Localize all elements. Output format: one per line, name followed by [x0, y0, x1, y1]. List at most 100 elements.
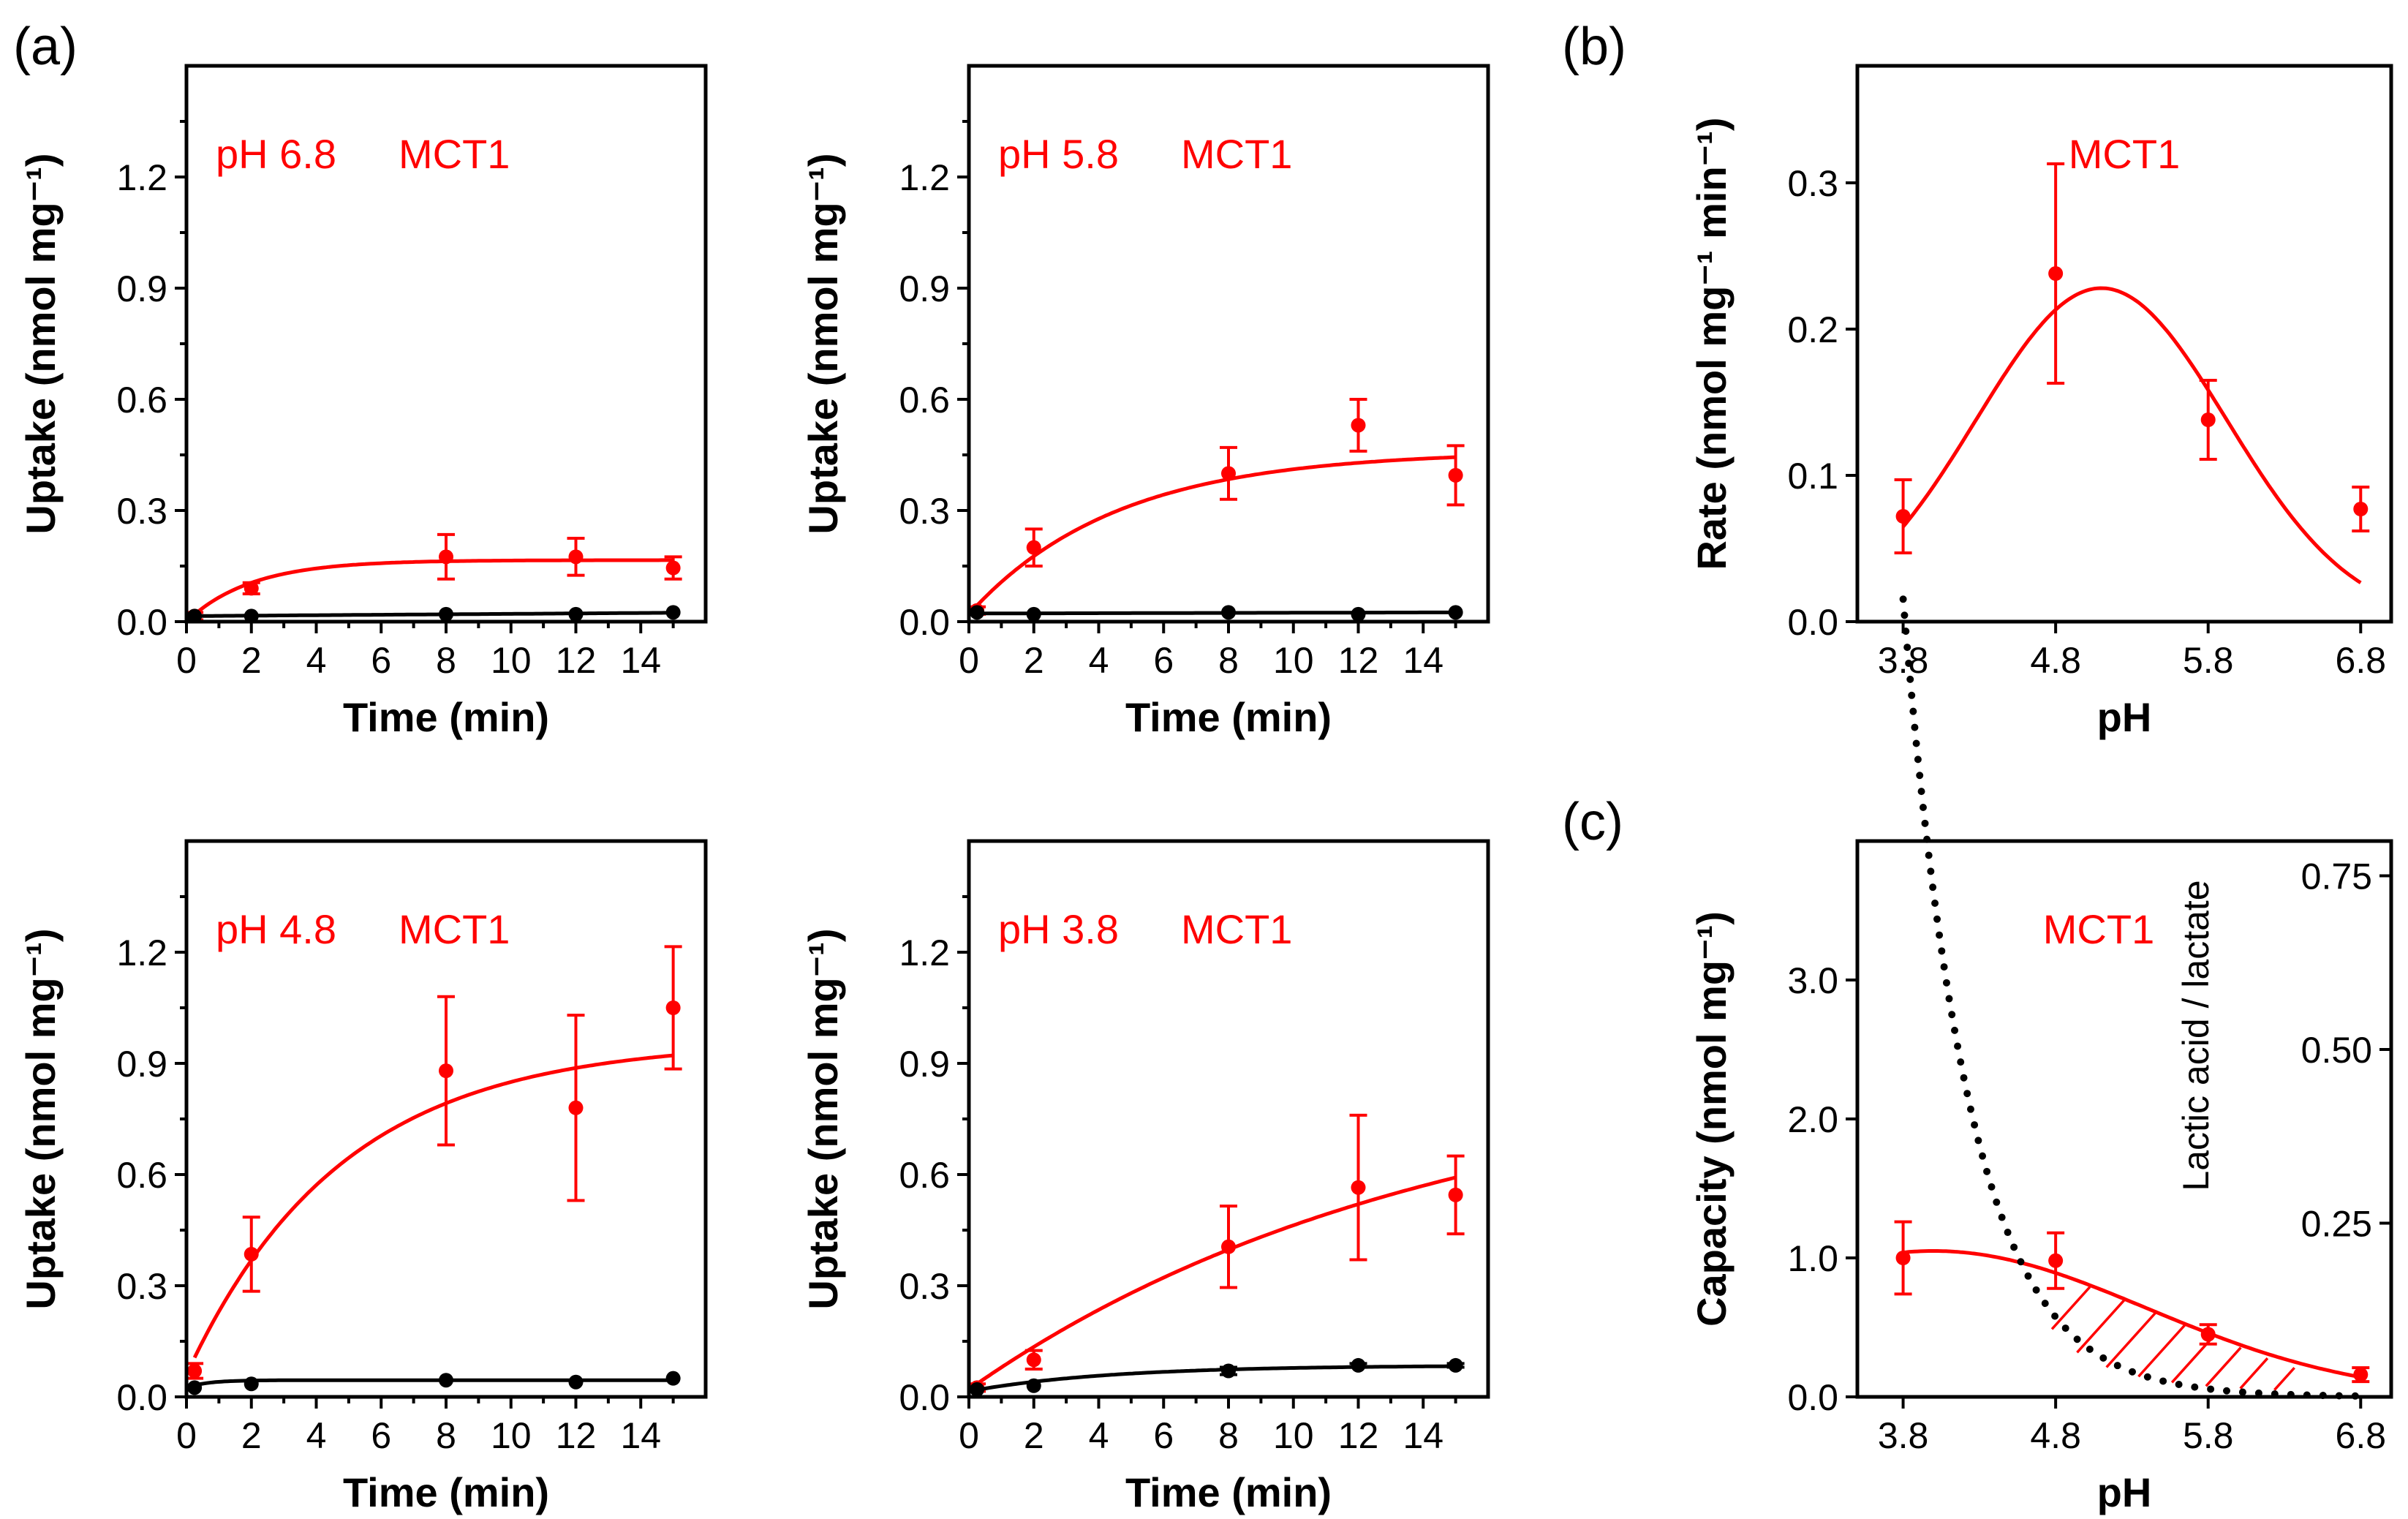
data-point — [1448, 1357, 1463, 1373]
hatch-line — [2239, 1357, 2269, 1390]
x-tick-label: 14 — [620, 1415, 661, 1456]
x-tick-label: 2 — [241, 1415, 262, 1456]
data-point — [665, 605, 681, 620]
transporter-annotation: MCT1 — [399, 131, 510, 177]
data-point — [2048, 266, 2064, 281]
data-point — [244, 581, 259, 596]
x-tick-label: 12 — [1338, 640, 1379, 681]
x-tick-label: 0 — [959, 1415, 979, 1456]
x-tick-label: 8 — [1218, 1415, 1239, 1456]
x-tick-label: 8 — [436, 640, 456, 681]
y-tick-label: 0.9 — [899, 268, 950, 309]
y-tick-label: 0.9 — [899, 1044, 950, 1085]
x-tick-label: 3.8 — [1878, 1415, 1929, 1456]
data-point — [2200, 1327, 2216, 1342]
x-tick-label: 4 — [306, 640, 327, 681]
x-axis-label: pH — [2097, 694, 2152, 740]
x-tick-label: 8 — [1218, 640, 1239, 681]
y-tick-label: 0.6 — [899, 1155, 950, 1196]
data-point — [439, 1063, 453, 1079]
y-tick-label: 1.0 — [1787, 1238, 1838, 1279]
dotted-curve — [1899, 595, 2365, 1400]
y-tick-label: 0.3 — [116, 491, 167, 532]
series-control — [187, 605, 681, 624]
x-axis-label: Time (min) — [343, 1469, 549, 1515]
transporter-annotation: MCT1 — [2069, 131, 2180, 177]
data-point — [1351, 1357, 1366, 1373]
x-tick-label: 10 — [491, 640, 532, 681]
y-tick-label: 3.0 — [1787, 960, 1838, 1001]
series-mct1 — [968, 398, 1465, 618]
data-point — [970, 1382, 985, 1397]
series-mct1 — [968, 1113, 1465, 1395]
panel-a1: (a) 0 2 4 6 8 10 12 14 0.0 0.3 0.6 0.9 1.2 Time (min) U… — [13, 18, 708, 740]
x-tick-label: 0 — [176, 640, 197, 681]
x-tick-label: 4 — [306, 1415, 327, 1456]
x-tick-label: 10 — [491, 1415, 532, 1456]
hatch-line — [2105, 1310, 2159, 1368]
data-point — [665, 1371, 681, 1386]
y-tick-label: 1.2 — [899, 157, 950, 198]
x-tick-label: 6 — [371, 640, 391, 681]
y-tick-label: 0.6 — [899, 380, 950, 421]
x-tick-label: 12 — [556, 640, 597, 681]
y2-tick-label: 0.25 — [2301, 1204, 2372, 1245]
y2-axis-label: Lactic acid / lactate — [2175, 880, 2216, 1191]
fit-curve — [195, 611, 673, 618]
y-tick-label: 1.2 — [899, 932, 950, 973]
ph-annotation: pH 3.8 — [998, 906, 1119, 952]
y-tick-label: 0.0 — [116, 602, 167, 643]
y-tick-label: 0.0 — [1787, 602, 1838, 643]
data-point — [568, 1374, 584, 1390]
y2-tick-label: 0.75 — [2301, 856, 2372, 897]
y-axis-label: Uptake (nmol mg⁻¹) — [18, 928, 64, 1309]
ph-annotation: pH 5.8 — [998, 131, 1119, 177]
hatch-line — [2137, 1322, 2188, 1378]
hatch-line — [2050, 1286, 2091, 1330]
series-control — [1899, 595, 2365, 1400]
x-tick-label: 14 — [1403, 640, 1443, 681]
x-tick-label: 0 — [959, 640, 979, 681]
y-tick-label: 0.0 — [899, 1377, 950, 1418]
y-tick-label: 0.3 — [899, 1266, 950, 1307]
panel-a2: 0 2 4 6 8 10 12 14 0.0 0.3 0.6 0.9 1.2 Time (min) Upta… — [800, 64, 1490, 740]
data-point — [568, 1100, 584, 1115]
y-tick-label: 0.0 — [116, 1377, 167, 1418]
y-axis-label: Rate (nmol mg⁻¹ min⁻¹) — [1688, 117, 1735, 570]
data-point — [2200, 412, 2216, 427]
data-point — [2353, 502, 2369, 516]
x-tick-label: 6 — [1153, 640, 1174, 681]
y-axis-label: Capacity (nmol mg⁻¹) — [1688, 911, 1735, 1327]
data-point — [1221, 466, 1236, 481]
x-tick-label: 2 — [1024, 640, 1044, 681]
x-tick-label: 8 — [436, 1415, 456, 1456]
ph-annotation: pH 4.8 — [216, 906, 336, 952]
data-point — [439, 606, 453, 622]
panel-c: (c) 3.8 4.8 5.8 6.8 0.0 1.0 2.0 3.0 0.25 0.50 0.75 L… — [1562, 595, 2393, 1515]
y-tick-label: 0.9 — [116, 268, 167, 309]
x-tick-label: 0 — [176, 1415, 197, 1456]
x-tick-label: 4 — [1089, 640, 1109, 681]
data-point — [187, 608, 203, 624]
series-mct1 — [186, 532, 682, 624]
data-point — [187, 1363, 203, 1379]
data-point — [1351, 606, 1366, 622]
plot-frame — [1855, 64, 2393, 624]
panel-label: (b) — [1562, 18, 1626, 76]
x-axis-label: Time (min) — [1125, 694, 1332, 740]
data-point — [970, 605, 985, 620]
panel-label: (c) — [1562, 793, 1623, 851]
x-tick-label: 10 — [1273, 640, 1314, 681]
series-control — [187, 1371, 681, 1395]
data-point — [1026, 606, 1041, 622]
y-tick-label: 0.6 — [116, 1155, 167, 1196]
fit-curve — [1903, 1249, 2361, 1379]
series-mct1 — [186, 945, 682, 1380]
x-tick-label: 4.8 — [2030, 1415, 2081, 1456]
fit-curve — [1901, 286, 2362, 584]
y-tick-label: 0.0 — [899, 602, 950, 643]
data-point — [2353, 1367, 2369, 1382]
data-point — [665, 1000, 681, 1015]
data-point — [1448, 467, 1463, 483]
fit-curve — [975, 455, 1456, 607]
